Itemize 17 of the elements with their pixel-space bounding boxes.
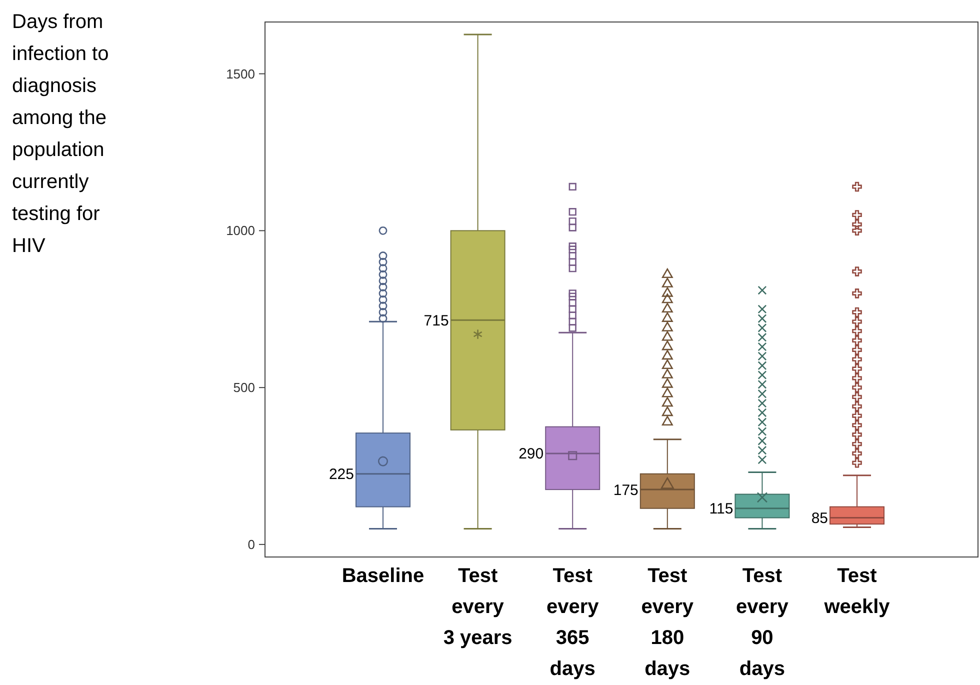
text: 85	[811, 510, 828, 528]
y-tick-label: 1000	[226, 223, 255, 238]
y-tick-label: 0	[248, 537, 255, 552]
x-tick-label: Baseline	[342, 565, 424, 587]
text: 290	[518, 446, 544, 463]
text: 115	[709, 500, 734, 518]
text: Days from infection to diagnosis among the population currently testing for HIV	[12, 11, 109, 257]
text: 715	[424, 312, 449, 330]
y-tick-label: 500	[233, 380, 255, 396]
x-tick-label: Test every 180 days	[641, 565, 694, 680]
x-tick-label: Test every 90 days	[736, 565, 790, 680]
text: 225	[328, 466, 354, 484]
y-tick-label: 1500	[226, 66, 255, 82]
x-tick-label: Test every 365 days	[546, 565, 600, 680]
x-tick-label: Test every 3 years	[443, 565, 512, 649]
text: 175	[613, 482, 638, 499]
x-tick-label: Test weekly	[823, 565, 891, 618]
